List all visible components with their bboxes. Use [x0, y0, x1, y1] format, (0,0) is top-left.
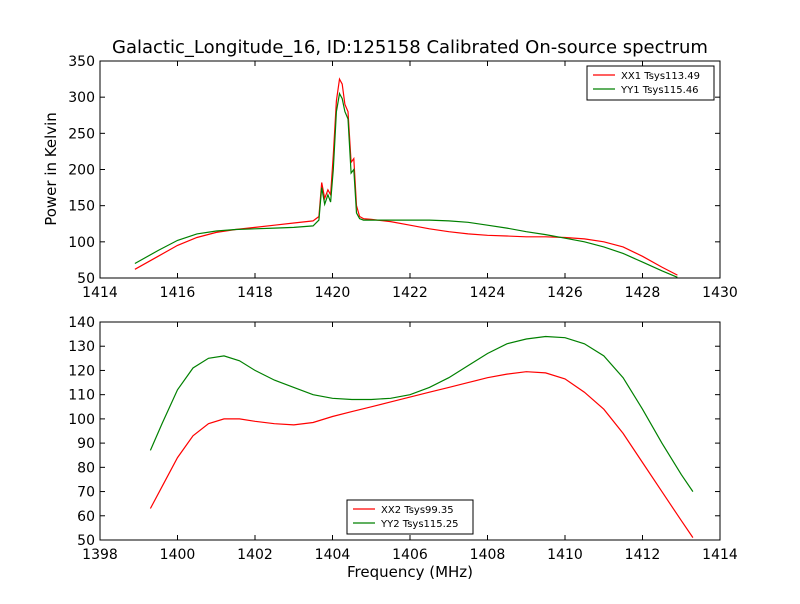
x-tick-label: 1420: [315, 285, 351, 301]
series-line-2-2: [149, 335, 694, 492]
y-tick-label: 250: [68, 126, 95, 142]
series-line-1-1: [134, 77, 678, 276]
x-axis-label-bottom: Frequency (MHz): [347, 563, 473, 581]
x-tick-label: 1400: [160, 547, 196, 563]
x-tick-label: 1422: [392, 285, 428, 301]
y-tick-label: 110: [68, 388, 95, 404]
y-tick-label: 90: [77, 436, 95, 452]
x-tick-label: 1418: [237, 285, 273, 301]
x-tick-label: 1404: [315, 547, 351, 563]
y-tick-label: 120: [68, 363, 95, 379]
y-tick-label: 70: [77, 485, 95, 501]
x-tick-label: 1414: [82, 285, 118, 301]
x-tick-label: 1410: [547, 547, 583, 563]
y-tick-label: 140: [68, 315, 95, 331]
chart-title: Galactic_Longitude_16, ID:125158 Calibra…: [112, 37, 708, 58]
x-tick-label: 1406: [392, 547, 428, 563]
x-tick-label: 1416: [160, 285, 196, 301]
y-tick-label: 200: [68, 163, 95, 179]
legend-label: XX2 Tsys99.35: [381, 505, 454, 516]
x-tick-label: 1408: [470, 547, 506, 563]
bottom-panel: 1398 1400 1402 1404 1406 1408 1410 1412 1414 50 60…: [68, 315, 738, 563]
series-line-1-2: [134, 91, 678, 278]
x-tick-label: 1426: [547, 285, 583, 301]
x-tick-label: 1414: [702, 547, 738, 563]
y-axis-label-top: Power in Kelvin: [42, 112, 60, 226]
legend-label: YY1 Tsys115.46: [620, 85, 699, 96]
legend-label: YY2 Tsys115.25: [380, 519, 459, 530]
x-tick-label: 1428: [625, 285, 661, 301]
y-tick-label: 350: [68, 54, 95, 70]
legend-box: [346, 499, 474, 535]
x-tick-label: 1402: [237, 547, 273, 563]
y-tick-label: 150: [68, 199, 95, 215]
y-tick-label: 100: [68, 235, 95, 251]
y-tick-label: 50: [77, 533, 95, 549]
x-tick-label: 1430: [702, 285, 738, 301]
y-tick-label: 50: [77, 271, 95, 287]
y-tick-label: 60: [77, 509, 95, 525]
y-tick-label: 80: [77, 460, 95, 476]
x-tick-label: 1398: [82, 547, 118, 563]
legend-label: XX1 Tsys113.49: [621, 71, 700, 82]
y-tick-label: 100: [68, 412, 95, 428]
y-tick-label: 300: [68, 90, 95, 106]
legend-box: [586, 65, 715, 101]
top-panel: 1414 1416 1418 1420 1422 1424 1426 1428 1430 50 10…: [68, 54, 738, 301]
x-tick-label: 1412: [625, 547, 661, 563]
x-tick-label: 1424: [470, 285, 506, 301]
y-tick-label: 130: [68, 339, 95, 355]
series-line-2-1: [149, 371, 694, 538]
